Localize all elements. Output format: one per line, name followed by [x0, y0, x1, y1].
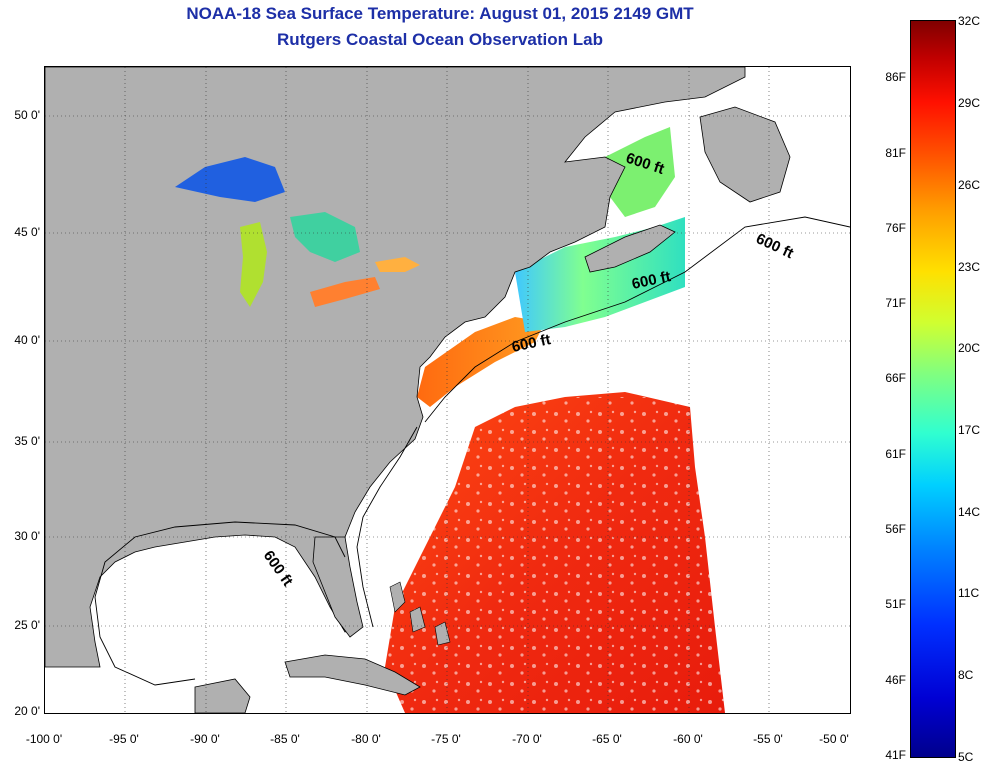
map-subtitle: Rutgers Coastal Ocean Observation Lab — [277, 30, 603, 49]
colorbar-f-71: 71F — [885, 296, 906, 310]
cloud-speckle — [385, 397, 730, 713]
colorbar-c-17: 17C — [958, 423, 981, 437]
temperature-colorbar — [910, 20, 956, 758]
sst-map[interactable]: 600 ft 600 ft 600 ft 600 ft 600 ft — [45, 67, 850, 713]
colorbar-c-20: 20C — [958, 341, 981, 355]
colorbar-c-14: 14C — [958, 505, 981, 519]
colorbar-c-8: 8C — [958, 668, 974, 682]
lat-tick-30: 30 0' — [14, 529, 40, 543]
lon-tick-65: -65 0' — [592, 732, 622, 746]
lon-tick-70: -70 0' — [512, 732, 542, 746]
lake-huron — [290, 212, 360, 262]
lon-tick-60: -60 0' — [673, 732, 703, 746]
depth-contour-shelf — [424, 216, 850, 423]
map-title: NOAA-18 Sea Surface Temperature: August … — [186, 4, 694, 23]
colorbar-f-56: 56F — [885, 522, 906, 536]
lake-erie — [310, 277, 380, 307]
yucatan-land — [194, 678, 251, 713]
lat-tick-35: 35 0' — [14, 434, 40, 448]
lat-tick-45: 45 0' — [14, 225, 40, 239]
colorbar-f-41: 41F — [885, 748, 906, 762]
colorbar-c-26: 26C — [958, 178, 981, 192]
florida-peninsula — [312, 536, 364, 638]
colorbar-c-29: 29C — [958, 96, 981, 110]
colorbar-c-11: 11C — [958, 586, 980, 600]
lon-tick-100: -100 0' — [25, 732, 63, 746]
cuba-land — [284, 654, 421, 696]
colorbar-f-76: 76F — [885, 221, 906, 235]
mid-atlantic-shelf-warm — [417, 317, 545, 407]
depth-contour-gulf — [94, 521, 346, 686]
lat-tick-20: 20 0' — [14, 704, 40, 718]
lon-tick-90: -90 0' — [190, 732, 220, 746]
lat-tick-25: 25 0' — [14, 618, 40, 632]
lon-tick-55: -55 0' — [753, 732, 783, 746]
lat-tick-50: 50 0' — [14, 108, 40, 122]
colorbar-f-86: 86F — [885, 70, 906, 84]
lake-superior — [175, 157, 285, 202]
lake-michigan — [240, 222, 267, 307]
gulf-of-st-lawrence-water — [605, 127, 675, 217]
colorbar-f-81: 81F — [885, 146, 906, 160]
lon-tick-80: -80 0' — [351, 732, 381, 746]
lake-ontario — [375, 257, 420, 272]
map-frame[interactable]: 600 ft 600 ft 600 ft 600 ft 600 ft — [44, 66, 851, 714]
lat-tick-40: 40 0' — [14, 333, 40, 347]
colorbar-c-5: 5C — [958, 750, 974, 764]
colorbar-f-61: 61F — [885, 447, 906, 461]
lon-tick-50: -50 0' — [819, 732, 849, 746]
colorbar-f-46: 46F — [885, 673, 906, 687]
colorbar-c-23: 23C — [958, 260, 981, 274]
north-america-land — [45, 67, 746, 668]
colorbar-c-32: 32C — [958, 14, 981, 28]
depth-contour-southeast — [356, 426, 418, 628]
lon-tick-85: -85 0' — [270, 732, 300, 746]
colorbar-f-51: 51F — [885, 597, 906, 611]
lon-tick-95: -95 0' — [109, 732, 139, 746]
bahamas-islands — [389, 581, 451, 646]
newfoundland-land — [699, 106, 791, 203]
nova-scotia-land — [584, 224, 676, 273]
lon-tick-75: -75 0' — [431, 732, 461, 746]
colorbar-f-66: 66F — [885, 371, 906, 385]
